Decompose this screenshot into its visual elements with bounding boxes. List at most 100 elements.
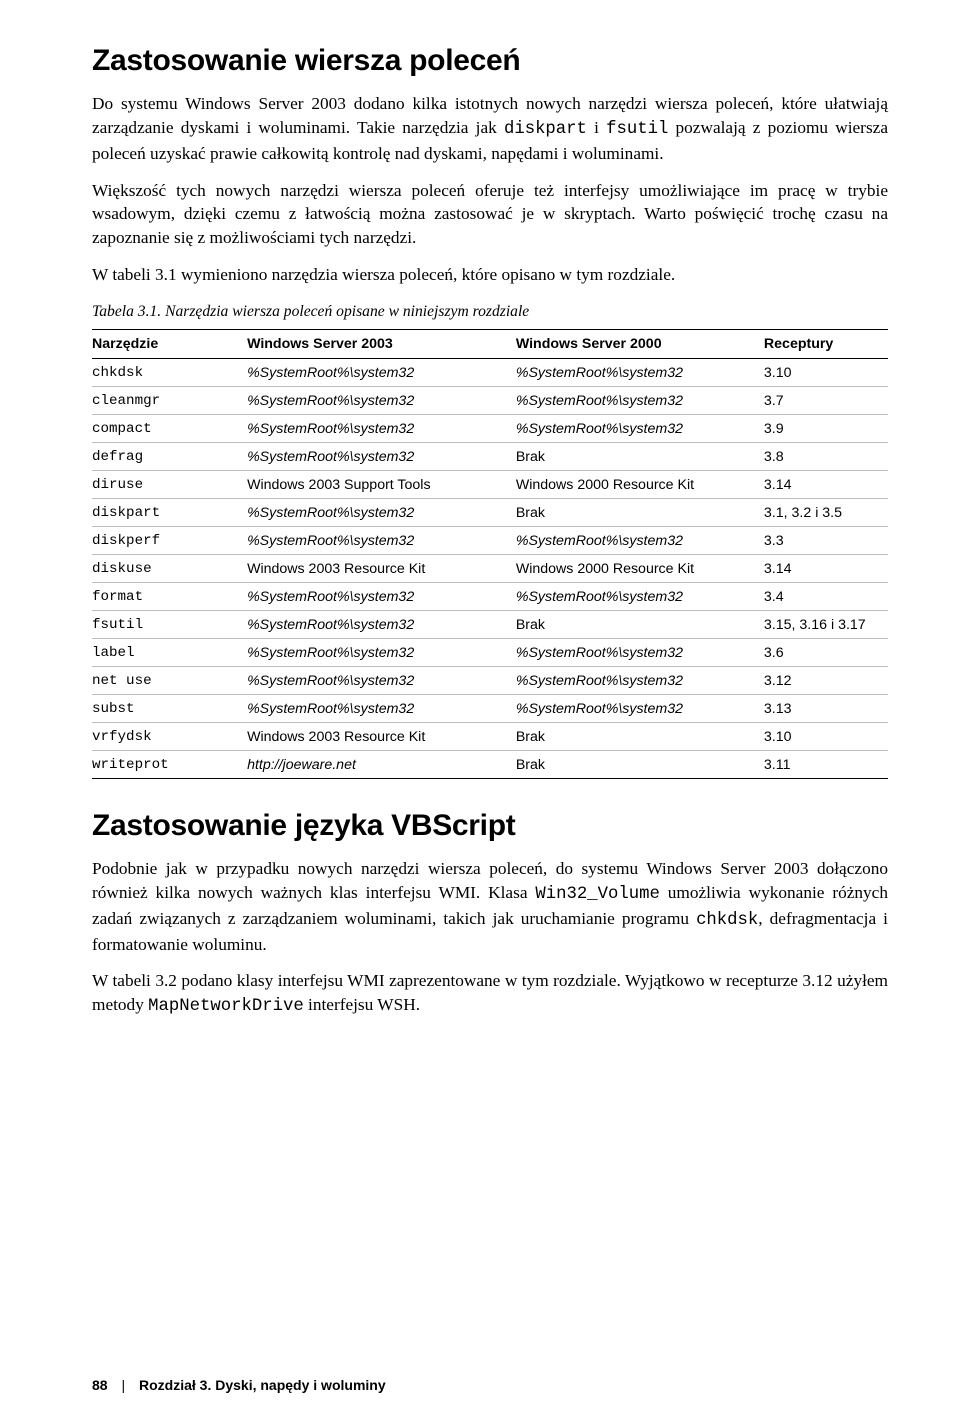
- table-row: diruseWindows 2003 Support ToolsWindows …: [92, 471, 888, 499]
- tool-ws2003: %SystemRoot%\system32: [247, 611, 516, 639]
- table-row: chkdsk%SystemRoot%\system32%SystemRoot%\…: [92, 359, 888, 387]
- chapter-title: Rozdział 3. Dyski, napędy i woluminy: [139, 1377, 386, 1393]
- section-heading-2: Zastosowanie języka VBScript: [92, 809, 888, 843]
- paragraph: Większość tych nowych narzędzi wiersza p…: [92, 179, 888, 251]
- tool-name: cleanmgr: [92, 387, 247, 415]
- tool-ws2003: %SystemRoot%\system32: [247, 583, 516, 611]
- tool-ws2003: %SystemRoot%\system32: [247, 443, 516, 471]
- tool-recipe: 3.7: [764, 387, 888, 415]
- tool-name: fsutil: [92, 611, 247, 639]
- tool-ws2003: %SystemRoot%\system32: [247, 639, 516, 667]
- table-row: vrfydskWindows 2003 Resource KitBrak3.10: [92, 723, 888, 751]
- tool-name: defrag: [92, 443, 247, 471]
- tool-name: format: [92, 583, 247, 611]
- table-header: Narzędzie: [92, 330, 247, 359]
- tool-ws2003: Windows 2003 Resource Kit: [247, 555, 516, 583]
- inline-code: fsutil: [606, 120, 668, 139]
- tool-ws2000: %SystemRoot%\system32: [516, 639, 764, 667]
- table-header: Windows Server 2003: [247, 330, 516, 359]
- tool-ws2003: %SystemRoot%\system32: [247, 415, 516, 443]
- table-row: subst%SystemRoot%\system32%SystemRoot%\s…: [92, 695, 888, 723]
- tool-name: diskpart: [92, 499, 247, 527]
- tool-ws2000: Brak: [516, 611, 764, 639]
- tool-ws2000: Windows 2000 Resource Kit: [516, 555, 764, 583]
- tool-ws2000: %SystemRoot%\system32: [516, 667, 764, 695]
- inline-code: Win32_Volume: [535, 885, 659, 904]
- tool-recipe: 3.13: [764, 695, 888, 723]
- tool-ws2003: http://joeware.net: [247, 751, 516, 779]
- footer-separator: |: [121, 1377, 125, 1393]
- tool-ws2000: Brak: [516, 723, 764, 751]
- table-row: writeprothttp://joeware.netBrak3.11: [92, 751, 888, 779]
- tool-ws2000: Brak: [516, 443, 764, 471]
- tool-recipe: 3.6: [764, 639, 888, 667]
- tool-recipe: 3.4: [764, 583, 888, 611]
- tool-ws2000: Windows 2000 Resource Kit: [516, 471, 764, 499]
- tool-name: chkdsk: [92, 359, 247, 387]
- text-run: i: [587, 118, 606, 137]
- tool-recipe: 3.15, 3.16 i 3.17: [764, 611, 888, 639]
- table-row: diskuseWindows 2003 Resource KitWindows …: [92, 555, 888, 583]
- table-row: cleanmgr%SystemRoot%\system32%SystemRoot…: [92, 387, 888, 415]
- tool-ws2000: %SystemRoot%\system32: [516, 527, 764, 555]
- tool-name: writeprot: [92, 751, 247, 779]
- table-caption: Tabela 3.1. Narzędzia wiersza poleceń op…: [92, 303, 888, 321]
- tool-name: compact: [92, 415, 247, 443]
- tool-recipe: 3.10: [764, 723, 888, 751]
- table-row: format%SystemRoot%\system32%SystemRoot%\…: [92, 583, 888, 611]
- inline-code: MapNetworkDrive: [148, 997, 304, 1016]
- tool-ws2003: Windows 2003 Resource Kit: [247, 723, 516, 751]
- tool-recipe: 3.10: [764, 359, 888, 387]
- table-row: compact%SystemRoot%\system32%SystemRoot%…: [92, 415, 888, 443]
- table-row: label%SystemRoot%\system32%SystemRoot%\s…: [92, 639, 888, 667]
- paragraph: W tabeli 3.1 wymieniono narzędzia wiersz…: [92, 263, 888, 287]
- tool-ws2003: %SystemRoot%\system32: [247, 387, 516, 415]
- table-row: diskpart%SystemRoot%\system32Brak3.1, 3.…: [92, 499, 888, 527]
- tool-ws2000: %SystemRoot%\system32: [516, 583, 764, 611]
- tool-recipe: 3.3: [764, 527, 888, 555]
- tool-ws2000: Brak: [516, 751, 764, 779]
- tool-ws2000: %SystemRoot%\system32: [516, 415, 764, 443]
- tool-recipe: 3.14: [764, 471, 888, 499]
- tool-name: net use: [92, 667, 247, 695]
- tool-name: label: [92, 639, 247, 667]
- tool-recipe: 3.9: [764, 415, 888, 443]
- paragraph: Do systemu Windows Server 2003 dodano ki…: [92, 92, 888, 166]
- tools-table: Narzędzie Windows Server 2003 Windows Se…: [92, 329, 888, 779]
- page-footer: 88 | Rozdział 3. Dyski, napędy i wolumin…: [92, 1377, 386, 1393]
- inline-code: chkdsk: [696, 911, 758, 930]
- tool-name: diskperf: [92, 527, 247, 555]
- tool-ws2003: Windows 2003 Support Tools: [247, 471, 516, 499]
- tool-ws2003: %SystemRoot%\system32: [247, 359, 516, 387]
- paragraph: W tabeli 3.2 podano klasy interfejsu WMI…: [92, 969, 888, 1019]
- page-number: 88: [92, 1377, 108, 1393]
- tool-name: diruse: [92, 471, 247, 499]
- section-heading-1: Zastosowanie wiersza poleceń: [92, 44, 888, 78]
- tool-recipe: 3.8: [764, 443, 888, 471]
- tool-recipe: 3.1, 3.2 i 3.5: [764, 499, 888, 527]
- table-row: net use%SystemRoot%\system32%SystemRoot%…: [92, 667, 888, 695]
- tool-name: subst: [92, 695, 247, 723]
- table-header-row: Narzędzie Windows Server 2003 Windows Se…: [92, 330, 888, 359]
- tool-ws2003: %SystemRoot%\system32: [247, 499, 516, 527]
- tool-ws2003: %SystemRoot%\system32: [247, 667, 516, 695]
- table-row: defrag%SystemRoot%\system32Brak3.8: [92, 443, 888, 471]
- tool-ws2000: %SystemRoot%\system32: [516, 695, 764, 723]
- tool-ws2000: %SystemRoot%\system32: [516, 387, 764, 415]
- tool-ws2003: %SystemRoot%\system32: [247, 695, 516, 723]
- paragraph: Podobnie jak w przypadku nowych narzędzi…: [92, 857, 888, 956]
- tool-ws2003: %SystemRoot%\system32: [247, 527, 516, 555]
- tool-name: vrfydsk: [92, 723, 247, 751]
- table-row: fsutil%SystemRoot%\system32Brak3.15, 3.1…: [92, 611, 888, 639]
- tool-recipe: 3.11: [764, 751, 888, 779]
- tool-ws2000: %SystemRoot%\system32: [516, 359, 764, 387]
- tool-recipe: 3.14: [764, 555, 888, 583]
- tool-name: diskuse: [92, 555, 247, 583]
- table-row: diskperf%SystemRoot%\system32%SystemRoot…: [92, 527, 888, 555]
- inline-code: diskpart: [504, 120, 587, 139]
- tool-recipe: 3.12: [764, 667, 888, 695]
- table-header: Receptury: [764, 330, 888, 359]
- tool-ws2000: Brak: [516, 499, 764, 527]
- text-run: interfejsu WSH.: [304, 995, 420, 1014]
- table-header: Windows Server 2000: [516, 330, 764, 359]
